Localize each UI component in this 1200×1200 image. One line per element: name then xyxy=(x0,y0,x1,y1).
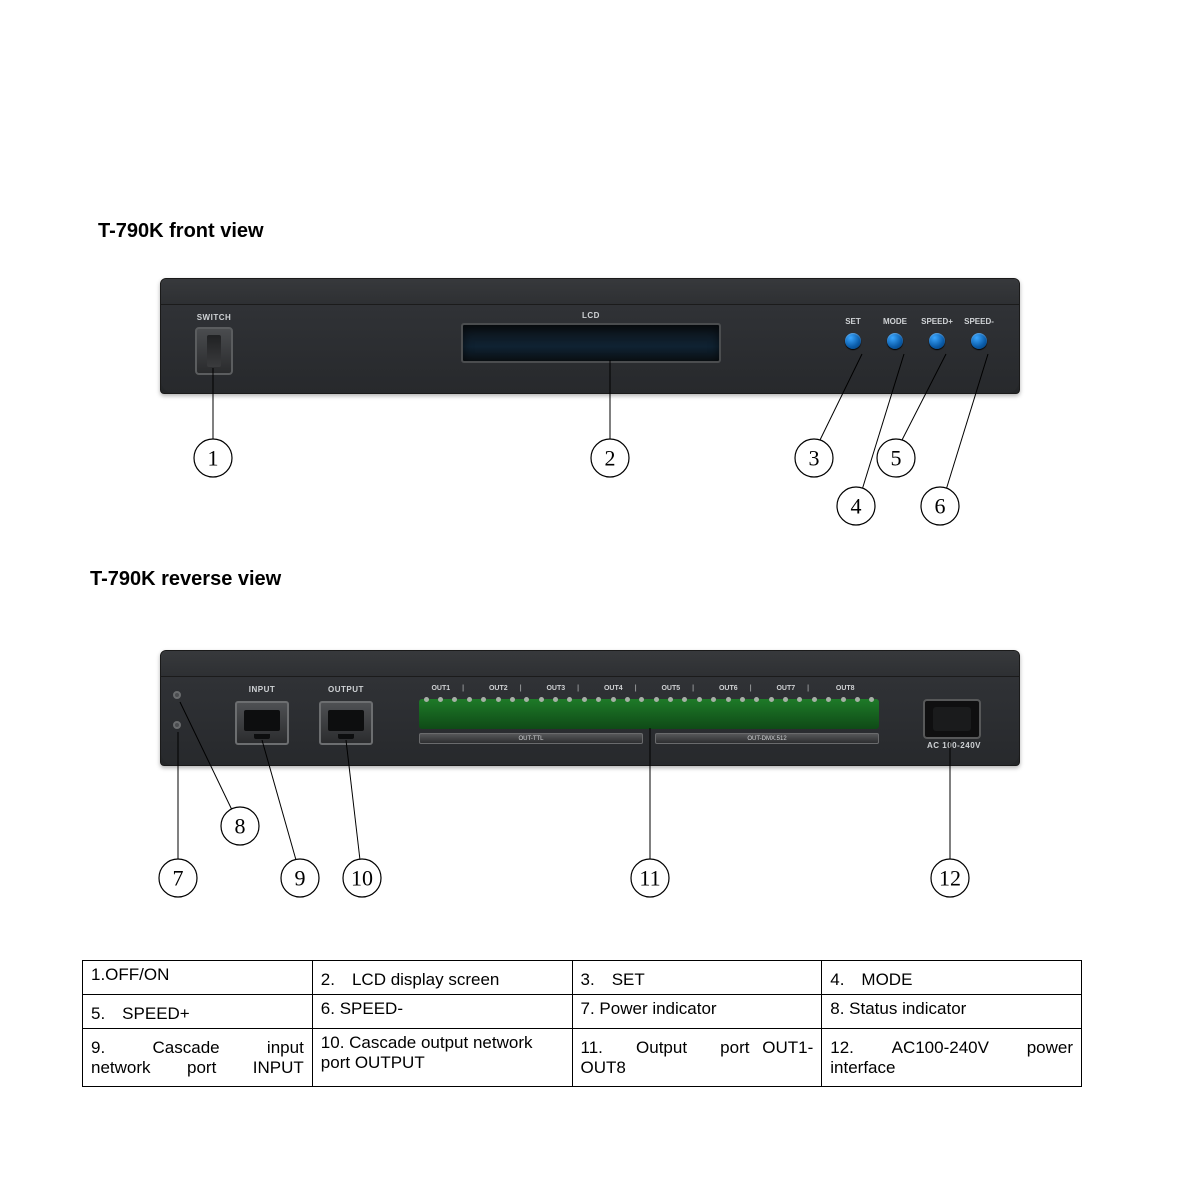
switch-label: SWITCH xyxy=(191,313,237,322)
ac-power-port[interactable] xyxy=(923,699,981,739)
cell-11: 11. Output port OUT1-OUT8 xyxy=(572,1029,822,1087)
cell-8: 8. Status indicator xyxy=(822,995,1082,1029)
cell-12: 12. AC100-240V power interface xyxy=(822,1029,1082,1087)
svg-text:3: 3 xyxy=(809,446,820,471)
terminal-block[interactable] xyxy=(419,699,879,729)
cell-1: 1.OFF/ON xyxy=(83,961,313,995)
svg-text:8: 8 xyxy=(235,814,246,839)
indicator-leds xyxy=(173,691,181,729)
cell-6: 6. SPEED- xyxy=(312,995,572,1029)
cell-4: 4. MODE xyxy=(822,961,1082,995)
device-front: SWITCH LCD SET MODE SPEED+ SPEED- xyxy=(160,278,1020,394)
ac-label: AC 100-240V xyxy=(909,741,999,750)
table-row: 9. Cascade input network port INPUT 10. … xyxy=(83,1029,1082,1087)
mode-button[interactable]: MODE xyxy=(887,333,903,349)
output-port-label: OUTPUT xyxy=(317,685,375,694)
speed-plus-button[interactable]: SPEED+ xyxy=(929,333,945,349)
cell-9: 9. Cascade input network port INPUT xyxy=(83,1029,313,1087)
svg-text:10: 10 xyxy=(351,866,373,891)
set-label: SET xyxy=(845,317,861,326)
legend-table: 1.OFF/ON 2. LCD display screen 3. SET 4.… xyxy=(82,960,1082,1087)
lcd-screen xyxy=(461,323,721,363)
lcd-label: LCD xyxy=(461,311,721,320)
input-port-label: INPUT xyxy=(233,685,291,694)
table-row: 5. SPEED+ 6. SPEED- 7. Power indicator 8… xyxy=(83,995,1082,1029)
mode-label: MODE xyxy=(883,317,907,326)
status-led xyxy=(173,721,181,729)
cell-2: 2. LCD display screen xyxy=(312,961,572,995)
power-led xyxy=(173,691,181,699)
svg-text:9: 9 xyxy=(295,866,306,891)
rear-view-title: T-790K reverse view xyxy=(90,568,281,591)
out-labels: OUT1OUT2 OUT3OUT4 OUT5OUT6 OUT7OUT8 xyxy=(419,685,879,692)
svg-text:1: 1 xyxy=(208,446,219,471)
table-row: 1.OFF/ON 2. LCD display screen 3. SET 4.… xyxy=(83,961,1082,995)
power-switch[interactable] xyxy=(195,327,233,375)
svg-text:11: 11 xyxy=(639,866,660,891)
speed-minus-button[interactable]: SPEED- xyxy=(971,333,987,349)
svg-text:4: 4 xyxy=(851,494,862,519)
set-button[interactable]: SET xyxy=(845,333,861,349)
cell-5: 5. SPEED+ xyxy=(83,995,313,1029)
speed-minus-label: SPEED- xyxy=(964,317,994,326)
svg-text:2: 2 xyxy=(605,446,616,471)
svg-text:12: 12 xyxy=(939,866,961,891)
cell-7: 7. Power indicator xyxy=(572,995,822,1029)
speed-plus-label: SPEED+ xyxy=(921,317,953,326)
output-rj45[interactable] xyxy=(319,701,373,745)
input-rj45[interactable] xyxy=(235,701,289,745)
svg-text:6: 6 xyxy=(935,494,946,519)
cell-3: 3. SET xyxy=(572,961,822,995)
out-sub-bars: OUT-TTLOUT-DMX.512 xyxy=(419,733,879,744)
svg-text:5: 5 xyxy=(891,446,902,471)
cell-10: 10. Cascade output network port OUTPUT xyxy=(312,1029,572,1087)
svg-text:7: 7 xyxy=(173,866,184,891)
front-view-title: T-790K front view xyxy=(98,220,264,243)
device-rear: INPUT OUTPUT OUT1OUT2 OUT3OUT4 OUT5OUT6 … xyxy=(160,650,1020,766)
front-button-row: SET MODE SPEED+ SPEED- xyxy=(845,333,987,349)
